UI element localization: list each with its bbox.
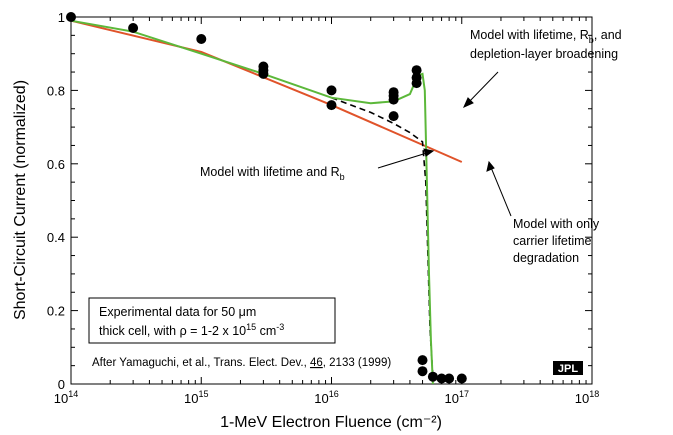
curve-lifetime-rb-depletion bbox=[70, 19, 434, 385]
y-tick-label: 0 bbox=[58, 377, 65, 392]
data-points bbox=[66, 12, 467, 384]
x-tick-label: 1016 bbox=[314, 389, 338, 406]
jpl-logo: JPL bbox=[553, 361, 583, 375]
data-point bbox=[326, 100, 337, 111]
y-tick-label: 0.4 bbox=[47, 230, 65, 245]
data-point bbox=[388, 94, 399, 105]
annotation-only-model-line2: carrier lifetime bbox=[513, 234, 592, 248]
data-point bbox=[411, 65, 422, 76]
data-point bbox=[436, 373, 447, 384]
box-line2: thick cell, with ρ = 1-2 x 1015 cm-3 bbox=[99, 322, 284, 338]
curve-lifetime-rb bbox=[331, 96, 434, 377]
data-point bbox=[326, 85, 337, 96]
data-point bbox=[417, 366, 428, 377]
tick-marks bbox=[70, 16, 593, 385]
experimental-data-box bbox=[88, 297, 336, 344]
x-tick-label: 1018 bbox=[575, 389, 599, 406]
data-point bbox=[128, 23, 139, 33]
data-point bbox=[417, 355, 428, 366]
arrow-head-full-model bbox=[463, 97, 474, 108]
x-tick-labels: 1014 1015 1016 1017 1018 bbox=[54, 389, 599, 406]
annotation-full-model-line2: depletion-layer broadening bbox=[470, 47, 618, 61]
annotation-rb-model: Model with lifetime and Rb bbox=[200, 165, 345, 182]
arrow-head-only-model bbox=[486, 160, 495, 172]
x-tick-label: 1015 bbox=[184, 389, 208, 406]
arrow-head-rb-model bbox=[423, 148, 435, 157]
citation: After Yamaguchi, et al., Trans. Elect. D… bbox=[92, 357, 391, 369]
y-tick-label: 1 bbox=[58, 10, 65, 25]
data-point bbox=[456, 373, 467, 384]
data-point bbox=[411, 78, 422, 89]
curve-lifetime-only bbox=[70, 19, 463, 163]
data-point bbox=[196, 34, 207, 44]
y-tick-label: 0.8 bbox=[47, 83, 65, 98]
y-axis-title: Short-Circuit Current (normalized) bbox=[12, 80, 29, 320]
data-point bbox=[258, 68, 269, 79]
annotation-arrows bbox=[377, 71, 512, 217]
arrow-only-model bbox=[489, 164, 512, 217]
x-tick-label: 1014 bbox=[54, 389, 78, 406]
data-point bbox=[444, 373, 455, 384]
x-axis-title: 1-MeV Electron Fluence (cm⁻²) bbox=[220, 414, 442, 431]
y-tick-label: 0.6 bbox=[47, 157, 65, 172]
model-curves bbox=[70, 19, 463, 385]
annotation-only-model-line1: Model with only bbox=[513, 217, 600, 231]
data-point bbox=[427, 371, 438, 382]
box-line1: Experimental data for 50 μm bbox=[99, 305, 256, 319]
arrow-full-model bbox=[465, 71, 499, 106]
annotation-full-model-line1: Model with lifetime, Rb, and bbox=[470, 28, 622, 45]
data-point bbox=[388, 111, 399, 122]
annotation-only-model-line3: degradation bbox=[513, 251, 579, 265]
y-tick-label: 0.2 bbox=[47, 304, 65, 319]
data-point bbox=[66, 12, 76, 22]
jpl-logo-text: JPL bbox=[558, 363, 578, 375]
y-tick-labels: 0 0.2 0.4 0.6 0.8 1 bbox=[47, 10, 65, 392]
arrow-rb-model bbox=[377, 151, 431, 169]
x-tick-label: 1017 bbox=[445, 389, 469, 406]
